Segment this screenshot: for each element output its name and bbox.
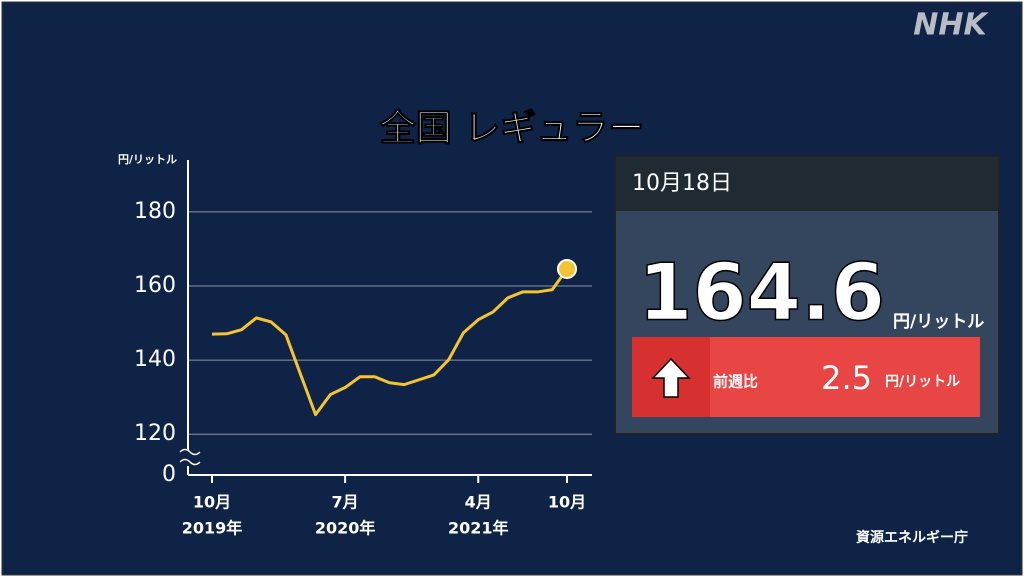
y-tick-label: 120	[134, 421, 176, 446]
brand-logo: NHK	[913, 8, 989, 43]
change-value: 2.5	[821, 359, 872, 397]
latest-point	[557, 258, 577, 279]
x-tick-year: 2021年	[448, 519, 509, 538]
y-tick-label: 140	[134, 347, 176, 372]
x-tick-year: 2020年	[315, 519, 376, 538]
panel-unit: 円/リットル	[893, 312, 984, 332]
x-tick-year: 2019年	[182, 519, 243, 538]
x-tick-label: 10月	[548, 493, 586, 512]
chart-title: 全国 レギュラー	[379, 107, 645, 149]
panel-date: 10月18日	[632, 171, 732, 196]
x-tick-label: 4月	[465, 493, 492, 512]
axis-break	[179, 448, 201, 466]
change-label: 前週比	[713, 373, 758, 391]
up-arrow	[651, 357, 691, 398]
panel-header	[616, 157, 998, 211]
panel-price: 164.6	[638, 248, 885, 338]
source: 資源エネルギー庁	[856, 529, 968, 546]
y-tick-label: 0	[162, 462, 176, 487]
x-tick-label: 10月	[193, 493, 231, 512]
y-tick-label: 160	[134, 273, 176, 298]
y-tick-label: 180	[134, 199, 176, 224]
x-tick-label: 7月	[332, 493, 359, 512]
change-unit: 円/リットル	[885, 374, 960, 390]
price-line	[211, 268, 569, 417]
y-unit: 円/リットル	[118, 153, 177, 166]
